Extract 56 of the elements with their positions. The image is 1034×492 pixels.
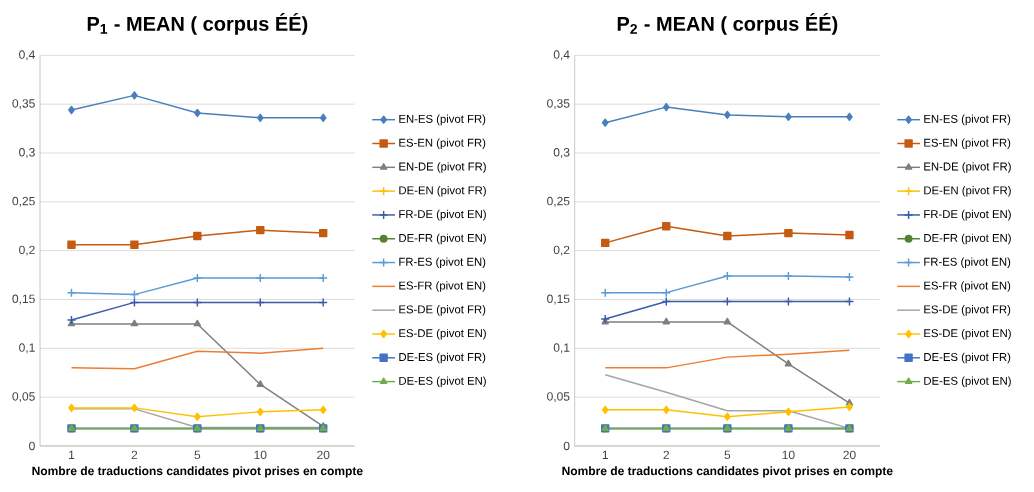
legend-label: ES-DE (pivot FR) bbox=[399, 305, 486, 316]
y-tick-label: 0,1 bbox=[19, 343, 35, 354]
y-tick-label: 0,05 bbox=[547, 392, 570, 403]
legend-label: EN-DE (pivot FR) bbox=[924, 162, 1011, 173]
legend-label: FR-ES (pivot EN) bbox=[399, 257, 486, 269]
y-tick-label: 0,2 bbox=[553, 245, 570, 256]
legend-label: DE-EN (pivot FR) bbox=[924, 186, 1011, 197]
y-tick-label: 0,35 bbox=[12, 99, 35, 110]
legend-label: FR-DE (pivot EN) bbox=[399, 209, 486, 221]
x-tick-label: 20 bbox=[843, 450, 856, 460]
y-tick-label: 0,1 bbox=[553, 343, 570, 354]
y-tick-label: 0 bbox=[29, 441, 35, 451]
legend-label: ES-DE (pivot EN) bbox=[399, 328, 486, 340]
x-tick-label: 10 bbox=[254, 450, 267, 460]
x-tick-label: 2 bbox=[663, 450, 669, 460]
y-tick-label: 0,05 bbox=[12, 392, 35, 403]
legend-label: DE-ES (pivot EN) bbox=[924, 376, 1011, 388]
legend-label: DE-ES (pivot FR) bbox=[924, 352, 1011, 364]
legend-label: DE-FR (pivot EN) bbox=[924, 233, 1011, 245]
x-tick-label: 10 bbox=[782, 450, 795, 460]
legend-label: ES-FR (pivot EN) bbox=[399, 281, 486, 292]
y-tick-label: 0,3 bbox=[553, 148, 570, 158]
legend-label: ES-DE (pivot EN) bbox=[924, 328, 1011, 340]
y-tick-label: 0,3 bbox=[19, 148, 35, 158]
legend-label: ES-FR (pivot EN) bbox=[924, 281, 1011, 292]
y-tick-label: 0,4 bbox=[19, 50, 35, 61]
legend-label: ES-EN (pivot FR) bbox=[924, 138, 1011, 149]
y-tick-label: 0,35 bbox=[547, 99, 570, 110]
legend-label: DE-ES (pivot EN) bbox=[399, 376, 486, 388]
y-tick-label: 0,25 bbox=[547, 196, 570, 207]
y-tick-label: 0,15 bbox=[547, 294, 570, 305]
y-tick-label: 0,4 bbox=[553, 50, 570, 61]
legend-label: DE-EN (pivot FR) bbox=[399, 186, 486, 197]
x-tick-label: 5 bbox=[724, 450, 731, 460]
legend-label: DE-FR (pivot EN) bbox=[399, 233, 486, 245]
x-tick-label: 20 bbox=[317, 450, 330, 460]
chart-title: P$_{2}$ - MEAN ( corpus ÉÉ) bbox=[617, 12, 838, 35]
x-axis-title: Nombre de traductions candidates pivot prises en compte bbox=[32, 466, 363, 478]
legend-label: EN-ES (pivot FR) bbox=[924, 114, 1011, 126]
legend-label: ES-DE (pivot FR) bbox=[924, 305, 1011, 316]
x-tick-label: 2 bbox=[131, 450, 138, 460]
x-axis-title: Nombre de traductions candidates pivot prises en compte bbox=[562, 466, 893, 478]
chart-title: P$_{1}$ - MEAN ( corpus ÉÉ) bbox=[87, 12, 308, 35]
y-tick-label: 0,2 bbox=[19, 245, 35, 256]
legend-label: FR-ES (pivot EN) bbox=[924, 257, 1011, 269]
legend-label: DE-ES (pivot FR) bbox=[399, 352, 486, 364]
x-tick-label: 1 bbox=[602, 450, 608, 459]
legend-label: EN-ES (pivot FR) bbox=[399, 114, 486, 126]
y-tick-label: 0,15 bbox=[12, 294, 35, 305]
y-tick-label: 0 bbox=[563, 441, 570, 451]
y-tick-label: 0,25 bbox=[12, 196, 35, 207]
legend-label: FR-DE (pivot EN) bbox=[924, 209, 1011, 221]
legend-label: EN-DE (pivot FR) bbox=[399, 162, 486, 173]
legend-label: ES-EN (pivot FR) bbox=[399, 138, 486, 149]
x-tick-label: 5 bbox=[194, 450, 201, 460]
x-tick-label: 1 bbox=[69, 450, 75, 459]
